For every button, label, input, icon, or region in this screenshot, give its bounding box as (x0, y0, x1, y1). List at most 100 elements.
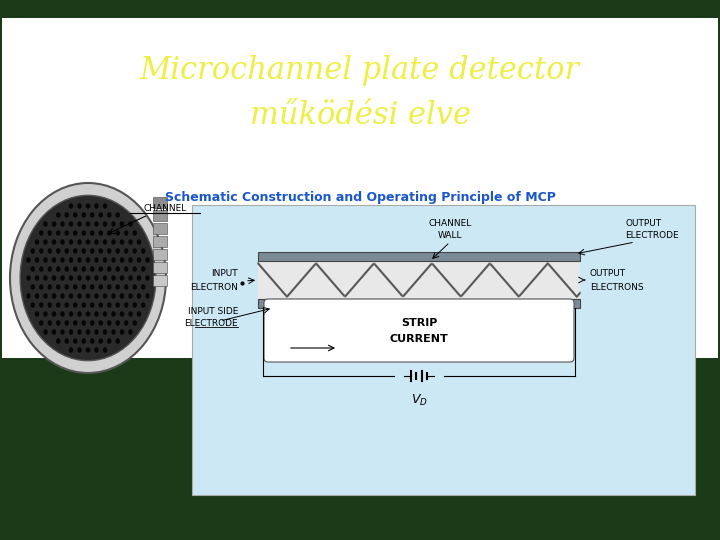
Bar (153, 262, 167, 273)
Ellipse shape (103, 329, 107, 335)
Ellipse shape (48, 266, 52, 272)
Ellipse shape (94, 293, 99, 299)
Text: Microchannel plate detector: Microchannel plate detector (140, 55, 580, 85)
Ellipse shape (65, 284, 69, 290)
Ellipse shape (115, 266, 120, 272)
Ellipse shape (77, 239, 82, 245)
Ellipse shape (115, 320, 120, 326)
Ellipse shape (52, 239, 56, 245)
Ellipse shape (145, 275, 150, 281)
Ellipse shape (35, 293, 40, 299)
Ellipse shape (86, 311, 90, 317)
Ellipse shape (73, 248, 78, 254)
Ellipse shape (73, 320, 78, 326)
Ellipse shape (99, 338, 103, 344)
Text: INPUT SIDE: INPUT SIDE (188, 307, 238, 315)
Ellipse shape (124, 302, 128, 308)
Ellipse shape (77, 311, 82, 317)
Ellipse shape (99, 230, 103, 236)
Ellipse shape (137, 275, 141, 281)
Ellipse shape (120, 311, 125, 317)
Ellipse shape (43, 275, 48, 281)
Ellipse shape (39, 266, 43, 272)
Ellipse shape (94, 239, 99, 245)
Ellipse shape (73, 338, 78, 344)
Ellipse shape (115, 338, 120, 344)
Ellipse shape (39, 230, 43, 236)
Ellipse shape (137, 293, 141, 299)
Ellipse shape (35, 239, 40, 245)
Ellipse shape (124, 284, 128, 290)
Ellipse shape (90, 338, 94, 344)
Ellipse shape (112, 239, 116, 245)
Text: ELECTRONS: ELECTRONS (590, 282, 644, 292)
Ellipse shape (35, 275, 40, 281)
Bar (258, 252, 580, 261)
Ellipse shape (90, 230, 94, 236)
Ellipse shape (94, 275, 99, 281)
Ellipse shape (86, 221, 90, 227)
Ellipse shape (120, 239, 125, 245)
Ellipse shape (68, 239, 73, 245)
Ellipse shape (128, 311, 132, 317)
Ellipse shape (56, 302, 60, 308)
Ellipse shape (56, 212, 60, 218)
Ellipse shape (68, 257, 73, 263)
Ellipse shape (77, 275, 82, 281)
Text: OUTPUT: OUTPUT (590, 268, 626, 278)
Ellipse shape (141, 284, 145, 290)
Ellipse shape (107, 284, 112, 290)
Ellipse shape (65, 248, 69, 254)
Text: WALL: WALL (438, 232, 462, 240)
Ellipse shape (81, 284, 86, 290)
Ellipse shape (81, 320, 86, 326)
Ellipse shape (35, 311, 40, 317)
Bar (153, 210, 167, 221)
Ellipse shape (35, 257, 40, 263)
Ellipse shape (86, 293, 90, 299)
Ellipse shape (86, 347, 90, 353)
Ellipse shape (77, 257, 82, 263)
Ellipse shape (43, 239, 48, 245)
Text: OUTPUT: OUTPUT (625, 219, 661, 228)
Text: INPUT: INPUT (212, 268, 238, 278)
Ellipse shape (90, 212, 94, 218)
Ellipse shape (48, 230, 52, 236)
Ellipse shape (112, 257, 116, 263)
Ellipse shape (107, 302, 112, 308)
Ellipse shape (10, 183, 166, 373)
Ellipse shape (115, 248, 120, 254)
Ellipse shape (94, 347, 99, 353)
Ellipse shape (73, 284, 78, 290)
Ellipse shape (56, 284, 60, 290)
Ellipse shape (43, 293, 48, 299)
Ellipse shape (56, 230, 60, 236)
Ellipse shape (99, 302, 103, 308)
Ellipse shape (103, 203, 107, 209)
Bar (153, 275, 167, 286)
Ellipse shape (86, 257, 90, 263)
Ellipse shape (65, 266, 69, 272)
Ellipse shape (77, 203, 82, 209)
Ellipse shape (132, 284, 137, 290)
Ellipse shape (26, 293, 31, 299)
Ellipse shape (124, 266, 128, 272)
Ellipse shape (112, 221, 116, 227)
Ellipse shape (112, 311, 116, 317)
Ellipse shape (68, 329, 73, 335)
Ellipse shape (60, 329, 65, 335)
Ellipse shape (56, 248, 60, 254)
Ellipse shape (141, 302, 145, 308)
Ellipse shape (77, 329, 82, 335)
Ellipse shape (48, 302, 52, 308)
Ellipse shape (112, 329, 116, 335)
Ellipse shape (60, 311, 65, 317)
Ellipse shape (103, 221, 107, 227)
Ellipse shape (20, 195, 156, 361)
Text: Schematic Construction and Operating Principle of MCP: Schematic Construction and Operating Pri… (165, 192, 555, 205)
Ellipse shape (43, 329, 48, 335)
Ellipse shape (52, 257, 56, 263)
Ellipse shape (145, 257, 150, 263)
Ellipse shape (99, 320, 103, 326)
Ellipse shape (115, 284, 120, 290)
